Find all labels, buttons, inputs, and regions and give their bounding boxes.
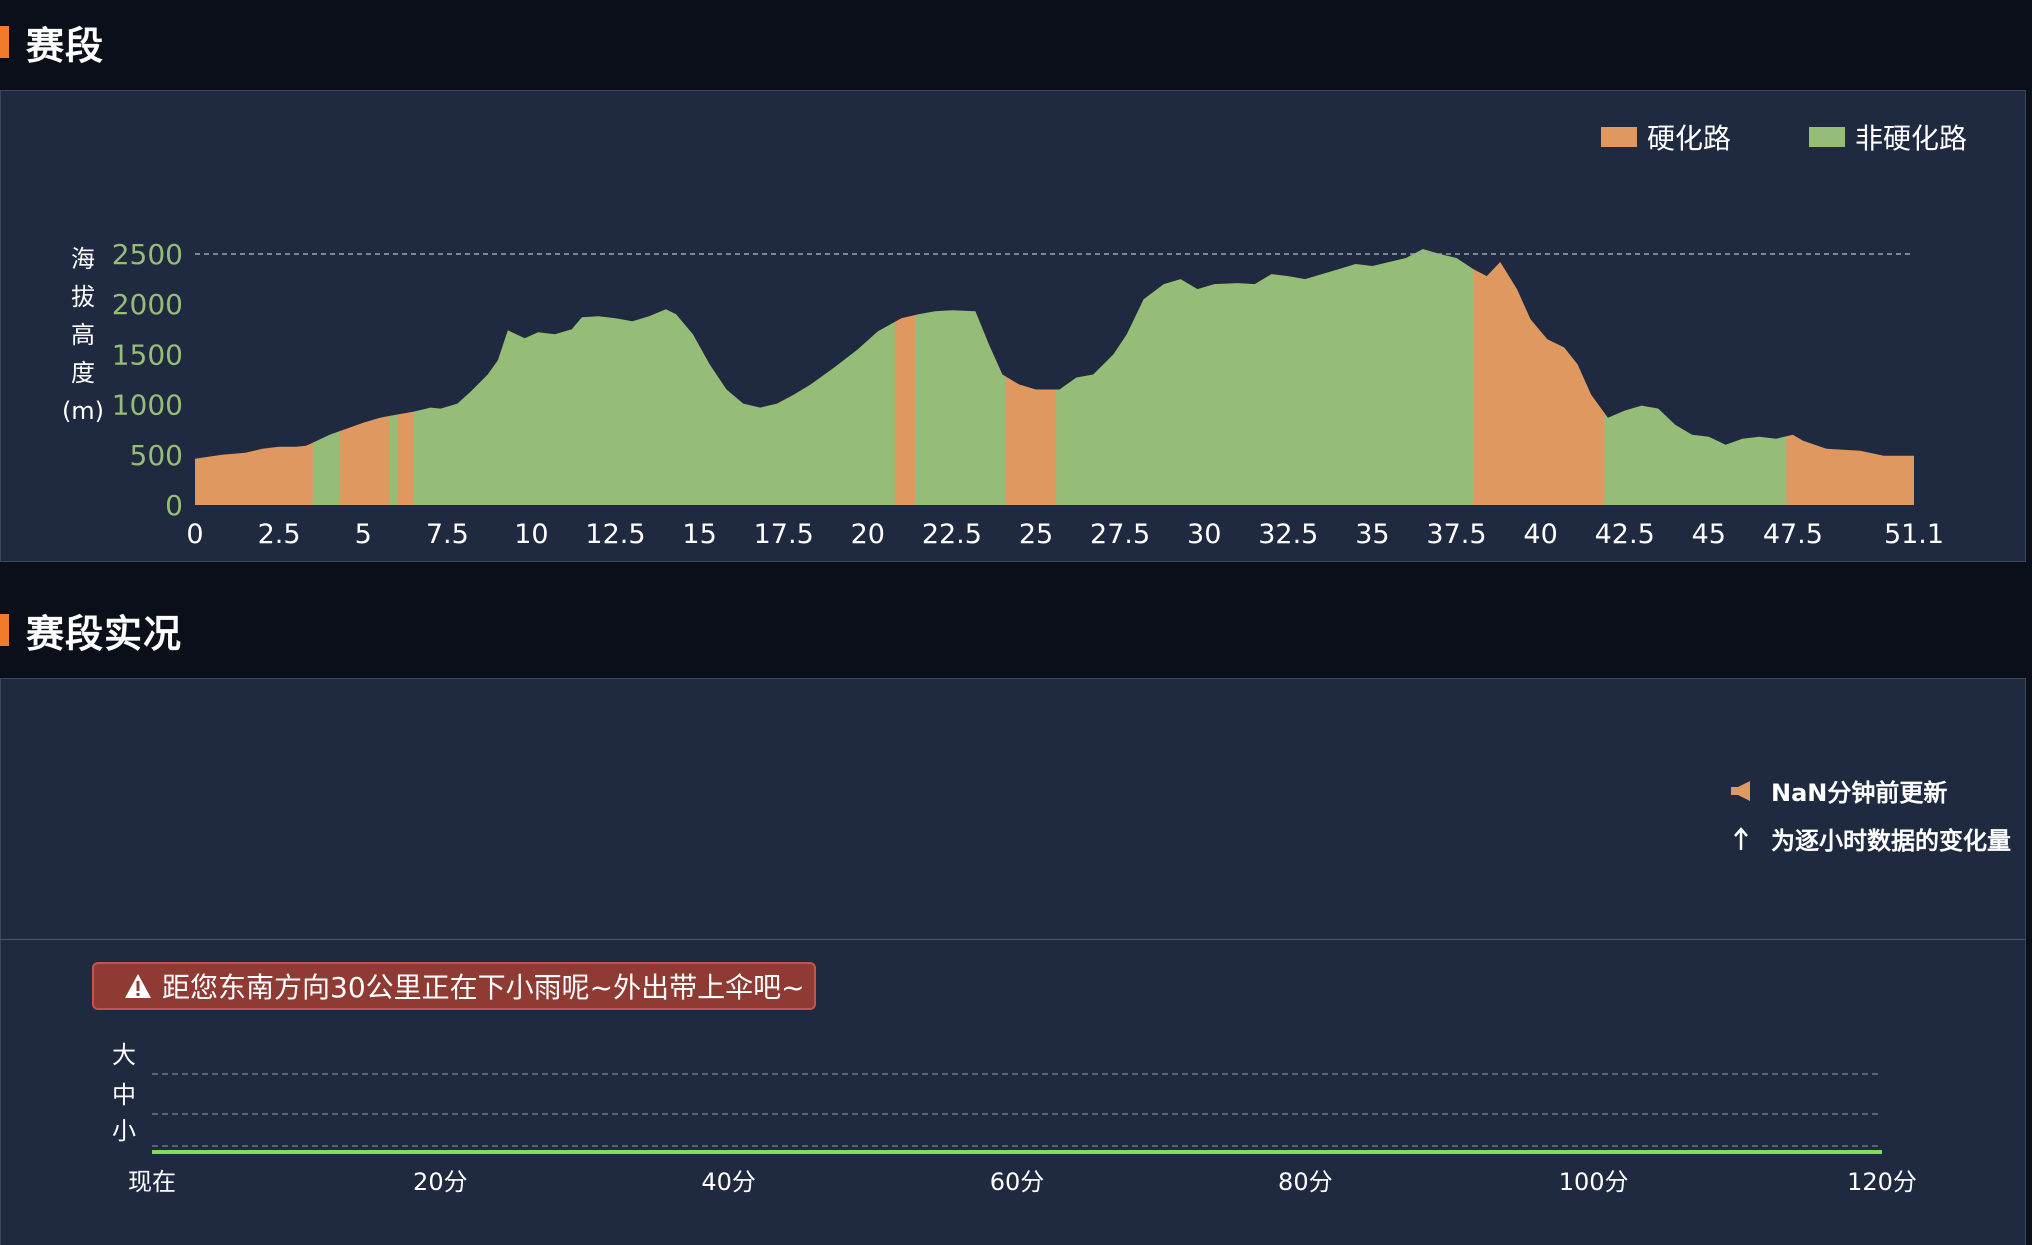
x-tick-label: 42.5 xyxy=(1595,519,1655,550)
legend-label-paved: 硬化路 xyxy=(1647,122,1732,155)
change-text: 为逐小时数据的变化量 xyxy=(1771,827,2011,855)
section-title: 赛段 xyxy=(26,23,105,68)
section-header-segment: 赛段 xyxy=(0,12,104,72)
surface-segment-unpaved xyxy=(312,249,341,505)
rain-x-tick-label: 60分 xyxy=(990,1168,1045,1196)
y-axis-label: 度 xyxy=(71,359,95,387)
surface-segment-paved xyxy=(1473,249,1606,505)
rain-x-tick-label: 现在 xyxy=(128,1168,176,1196)
update-info: NaN分钟前更新 xyxy=(1721,773,1947,808)
x-tick-label: 2.5 xyxy=(258,519,301,550)
surface-segment-unpaved xyxy=(914,249,1007,505)
legend-swatch-unpaved xyxy=(1809,127,1845,147)
x-tick-label: 25 xyxy=(1019,519,1053,550)
x-tick-label: 12.5 xyxy=(585,519,645,550)
x-tick-label: 17.5 xyxy=(754,519,814,550)
x-tick-label: 7.5 xyxy=(426,519,469,550)
surface-segment-paved xyxy=(1786,249,1914,505)
x-tick-label: 30 xyxy=(1187,519,1221,550)
y-axis-label: 海 xyxy=(71,245,95,273)
warning-icon xyxy=(124,973,152,999)
x-tick-label: 20 xyxy=(851,519,885,550)
x-tick-label: 5 xyxy=(355,519,372,550)
x-tick-label: 45 xyxy=(1692,519,1726,550)
x-tick-label: 47.5 xyxy=(1763,519,1823,550)
elevation-chart: 0 2.5 5 7.5 10 12.5 15 17.5 20 22.5 25 27.5 30 32.5 35… xyxy=(62,238,1944,550)
change-info: 为逐小时数据的变化量 xyxy=(1721,821,2011,856)
rain-level-label: 小 xyxy=(112,1117,136,1145)
x-tick-label: 27.5 xyxy=(1090,519,1150,550)
y-tick-label: 2500 xyxy=(112,238,183,271)
surface-segment-unpaved xyxy=(413,249,896,505)
y-tick-label: 500 xyxy=(130,439,183,472)
surface-segment-unpaved xyxy=(1604,249,1787,505)
surface-segment-unpaved xyxy=(1056,249,1474,505)
legend-label-unpaved: 非硬化路 xyxy=(1855,122,1968,155)
x-tick-label: 15 xyxy=(682,519,716,550)
section-accent-bar xyxy=(0,26,9,58)
elevation-panel: 硬化路 非硬化路 0 2.5 5 7.5 10 12.5 15 17.5 20 22.5 25 27.… xyxy=(0,90,2026,562)
x-tick-label: 22.5 xyxy=(922,519,982,550)
rain-x-tick-label: 40分 xyxy=(701,1168,756,1196)
legend-item-paved[interactable]: 硬化路 xyxy=(1601,117,1731,157)
surface-segment-paved xyxy=(1005,249,1057,505)
rain-x-tick-label: 20分 xyxy=(413,1168,468,1196)
y-tick-label: 1000 xyxy=(112,389,183,422)
panel-divider xyxy=(0,939,2026,940)
x-tick-label: 40 xyxy=(1523,519,1557,550)
surface-segment-paved xyxy=(339,249,391,505)
y-axis-label: 拔 xyxy=(71,283,95,311)
surface-segment-paved xyxy=(894,249,916,505)
surface-segment-unpaved xyxy=(390,249,398,505)
y-axis-label: 高 xyxy=(71,321,95,349)
x-tick-label: 0 xyxy=(186,519,203,550)
arrow-up-icon xyxy=(1721,826,1761,852)
rain-level-label: 大 xyxy=(112,1041,136,1069)
rain-level-label: 中 xyxy=(112,1081,136,1109)
y-axis-label: (m) xyxy=(62,397,104,425)
section-header-live: 赛段实况 xyxy=(0,600,182,660)
surface-segment-paved xyxy=(195,249,314,505)
speaker-icon xyxy=(1721,779,1761,803)
surface-segment-paved xyxy=(396,249,415,505)
y-tick-label: 1500 xyxy=(112,338,183,371)
section-accent-bar xyxy=(0,614,9,646)
legend-swatch-paved xyxy=(1601,127,1637,147)
section-title: 赛段实况 xyxy=(26,611,183,656)
y-tick-label: 2000 xyxy=(112,288,183,321)
x-tick-label: 51.1 xyxy=(1884,519,1944,550)
x-tick-label: 10 xyxy=(514,519,548,550)
rain-x-tick-label: 80分 xyxy=(1278,1168,1333,1196)
rain-alert[interactable]: 距您东南方向30公里正在下小雨呢~外出带上伞吧~ xyxy=(92,962,816,1010)
rain-x-tick-label: 120分 xyxy=(1847,1168,1917,1196)
rain-x-tick-label: 100分 xyxy=(1559,1168,1629,1196)
x-tick-label: 35 xyxy=(1355,519,1389,550)
y-tick-label: 0 xyxy=(165,489,183,522)
x-tick-label: 32.5 xyxy=(1258,519,1318,550)
legend-item-unpaved[interactable]: 非硬化路 xyxy=(1809,117,1967,157)
x-tick-label: 37.5 xyxy=(1426,519,1486,550)
update-text: NaN分钟前更新 xyxy=(1771,779,1948,807)
alert-text: 距您东南方向30公里正在下小雨呢~外出带上伞吧~ xyxy=(162,971,805,1004)
